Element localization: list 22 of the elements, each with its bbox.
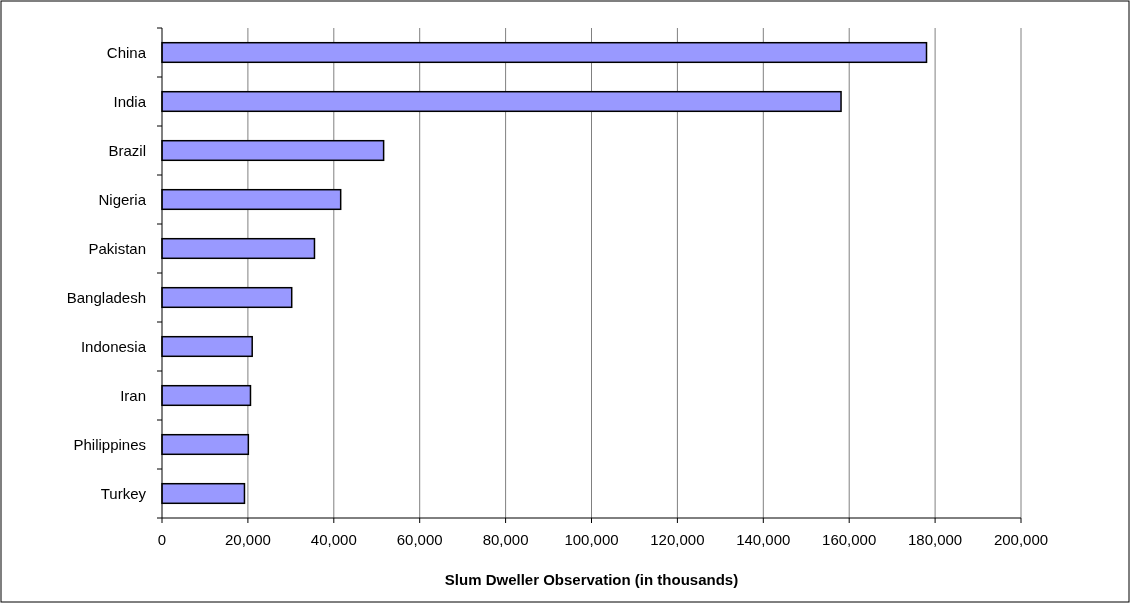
y-tick-label: India	[113, 92, 147, 110]
y-tick-label: Pakistan	[88, 239, 146, 257]
y-tick-label: Nigeria	[98, 190, 147, 208]
y-tick-label: Bangladesh	[66, 288, 146, 306]
y-tick-label: Turkey	[100, 484, 147, 502]
y-tick-label: Indonesia	[80, 337, 147, 355]
x-tick-label: 100,000	[564, 531, 619, 548]
y-tick-label: Brazil	[108, 141, 146, 159]
x-tick-label: 0	[157, 531, 167, 548]
x-tick-label: 80,000	[482, 531, 529, 548]
x-tick-label: 200,000	[993, 531, 1049, 548]
x-tick-label: 160,000	[822, 531, 877, 548]
y-tick-label: Philippines	[73, 435, 146, 453]
x-tick-label: 40,000	[310, 531, 357, 548]
x-axis-title: Slum Dweller Observation (in thousands)	[444, 571, 739, 588]
x-tick-label: 120,000	[650, 531, 705, 548]
y-tick-label: China	[106, 43, 147, 61]
x-tick-label: 60,000	[396, 531, 443, 548]
x-tick-label: 180,000	[907, 531, 963, 548]
x-tick-label: 140,000	[736, 531, 791, 548]
x-tick-label: 20,000	[224, 531, 271, 548]
y-tick-label: Iran	[120, 386, 146, 404]
